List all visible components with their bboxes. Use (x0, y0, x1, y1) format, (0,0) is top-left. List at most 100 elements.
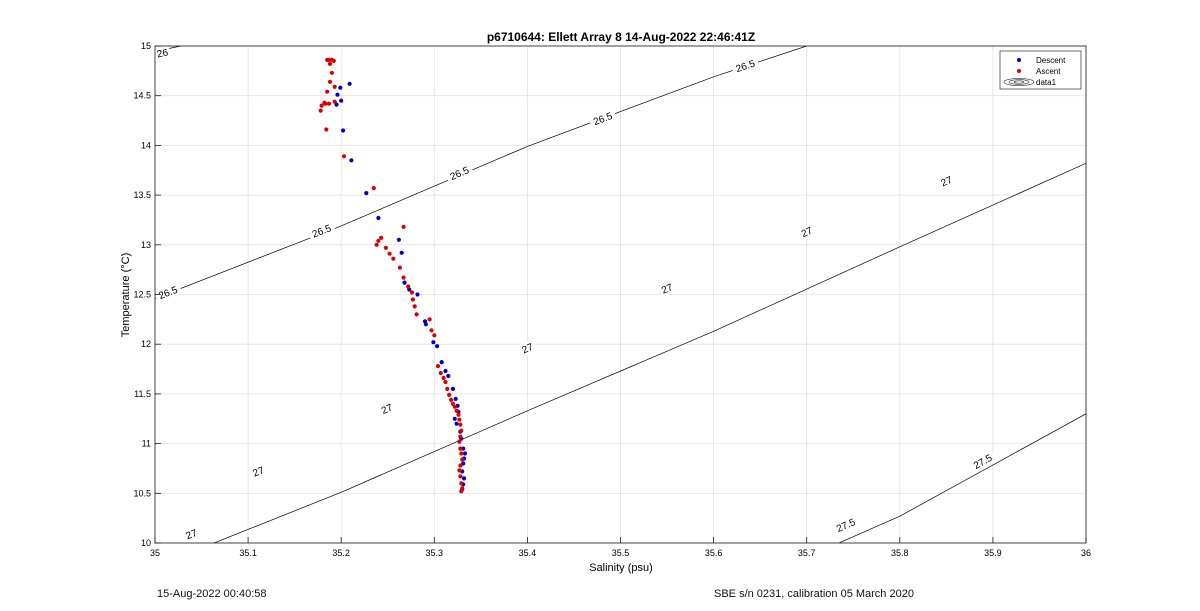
footer-calibration: SBE s/n 0231, calibration 05 March 2020 (714, 588, 914, 600)
contour-label-27-1: 27 (249, 463, 268, 480)
y-tick-label-9: 14.5 (133, 91, 151, 101)
descent-point (462, 476, 467, 481)
legend-descent-label: Descent (1036, 56, 1066, 65)
y-axis-label: Temperature (°C) (120, 253, 132, 337)
descent-point (341, 128, 346, 133)
descent-point (335, 92, 340, 97)
descent-point (450, 386, 455, 391)
ascent-point (318, 108, 323, 113)
ascent-point (460, 457, 465, 462)
descent-point (402, 280, 407, 285)
svg-text:26.5: 26.5 (735, 58, 757, 75)
ascent-point (458, 446, 463, 451)
contour-line-26.5 (155, 46, 807, 299)
ascent-point (449, 397, 454, 402)
descent-point (399, 250, 404, 255)
ascent-point (458, 422, 463, 427)
ascent-point (454, 408, 459, 413)
ascent-point (452, 404, 457, 409)
contour-line-27.5 (838, 413, 1086, 543)
ascent-point (447, 392, 452, 397)
x-tick-label-7: 35.7 (798, 548, 816, 558)
svg-text:27: 27 (939, 175, 954, 190)
contour-line-26 (166, 46, 183, 50)
ascent-point (459, 428, 464, 433)
ascent-point (450, 401, 455, 406)
legend-descent-marker (1017, 58, 1021, 62)
grid (154, 45, 1087, 544)
svg-text:27: 27 (184, 528, 199, 542)
svg-text:26.5: 26.5 (592, 111, 614, 128)
contour-label-26.5-1: 26.5 (307, 220, 337, 242)
ascent-point (332, 99, 337, 104)
ascent-point (397, 265, 402, 270)
descent-point (462, 451, 468, 456)
contour-label-27-4: 27 (657, 279, 677, 298)
ascent-point (409, 290, 415, 295)
y-tick-label-0: 10 (141, 538, 151, 548)
ascent-point (371, 186, 376, 191)
y-tick-label-2: 11 (142, 439, 151, 449)
y-tick-label-3: 11.5 (134, 389, 151, 399)
x-tick-label-0: 35 (150, 548, 160, 558)
ascent-point (341, 154, 347, 159)
y-tick-label-7: 13.5 (133, 190, 151, 200)
ascent-point (319, 103, 324, 108)
ascent-point (459, 451, 464, 456)
ascent-point (457, 417, 462, 422)
ascent-point (401, 275, 406, 280)
ascent-point (432, 333, 437, 338)
ascent-point (327, 101, 332, 106)
chart-title: p6710644: Ellett Array 8 14-Aug-2022 22:… (487, 30, 755, 44)
ascent-point (445, 386, 450, 391)
contour-label-26.5-3: 26.5 (588, 108, 618, 129)
ascent-point (324, 127, 329, 132)
descent-point (431, 340, 436, 345)
ascent-point (327, 61, 333, 66)
descent-point (396, 237, 401, 242)
ascent-point (323, 101, 328, 106)
x-tick-label-6: 35.6 (705, 548, 723, 558)
contour-label-26.5-0: 26.5 (155, 282, 183, 303)
contour-label-27-0: 27 (182, 525, 201, 543)
descent-point (364, 191, 369, 196)
ascent-point (457, 468, 462, 473)
contour-label-27-3: 27 (518, 339, 537, 357)
ascent-point (410, 297, 415, 302)
descent-point (453, 396, 458, 401)
svg-text:27: 27 (521, 342, 536, 357)
legend[interactable]: Descent Ascent data1 (999, 50, 1082, 90)
x-axis-label: Salinity (psu) (589, 562, 653, 574)
svg-text:27: 27 (800, 225, 815, 240)
contour-label-27-6: 27 (937, 172, 956, 190)
x-tick-label-1: 35.1 (239, 548, 257, 558)
descent-point (415, 292, 420, 297)
y-tick-label-1: 10.5 (133, 488, 151, 498)
ascent-point (458, 463, 463, 468)
ascent-point (457, 439, 462, 444)
ascent-point (329, 70, 334, 75)
x-tick-label-2: 35.2 (332, 548, 350, 558)
descent-point (347, 81, 352, 86)
y-tick-label-8: 14 (141, 140, 151, 150)
ascent-point (414, 312, 419, 317)
svg-text:26: 26 (156, 47, 169, 60)
ascent-point (376, 238, 381, 243)
x-tick-label-3: 35.3 (426, 548, 444, 558)
x-tick-label-8: 35.8 (891, 548, 909, 558)
ascent-point (429, 328, 434, 333)
contour-label-26.5-2: 26.5 (444, 162, 474, 184)
descent-point (443, 368, 448, 374)
ascent-point (459, 481, 464, 486)
contour-label-26-0: 26 (155, 46, 172, 60)
ascent-point (401, 224, 406, 229)
descent-point (338, 85, 343, 90)
ascent-point (387, 251, 392, 256)
ascent-point (459, 489, 464, 494)
ascent-point (435, 364, 441, 369)
legend-ascent-label: Ascent (1036, 67, 1061, 76)
x-tick-label-4: 35.4 (519, 548, 537, 558)
ascent-point (383, 245, 388, 250)
descent-point (339, 98, 344, 103)
svg-text:27: 27 (251, 465, 266, 479)
